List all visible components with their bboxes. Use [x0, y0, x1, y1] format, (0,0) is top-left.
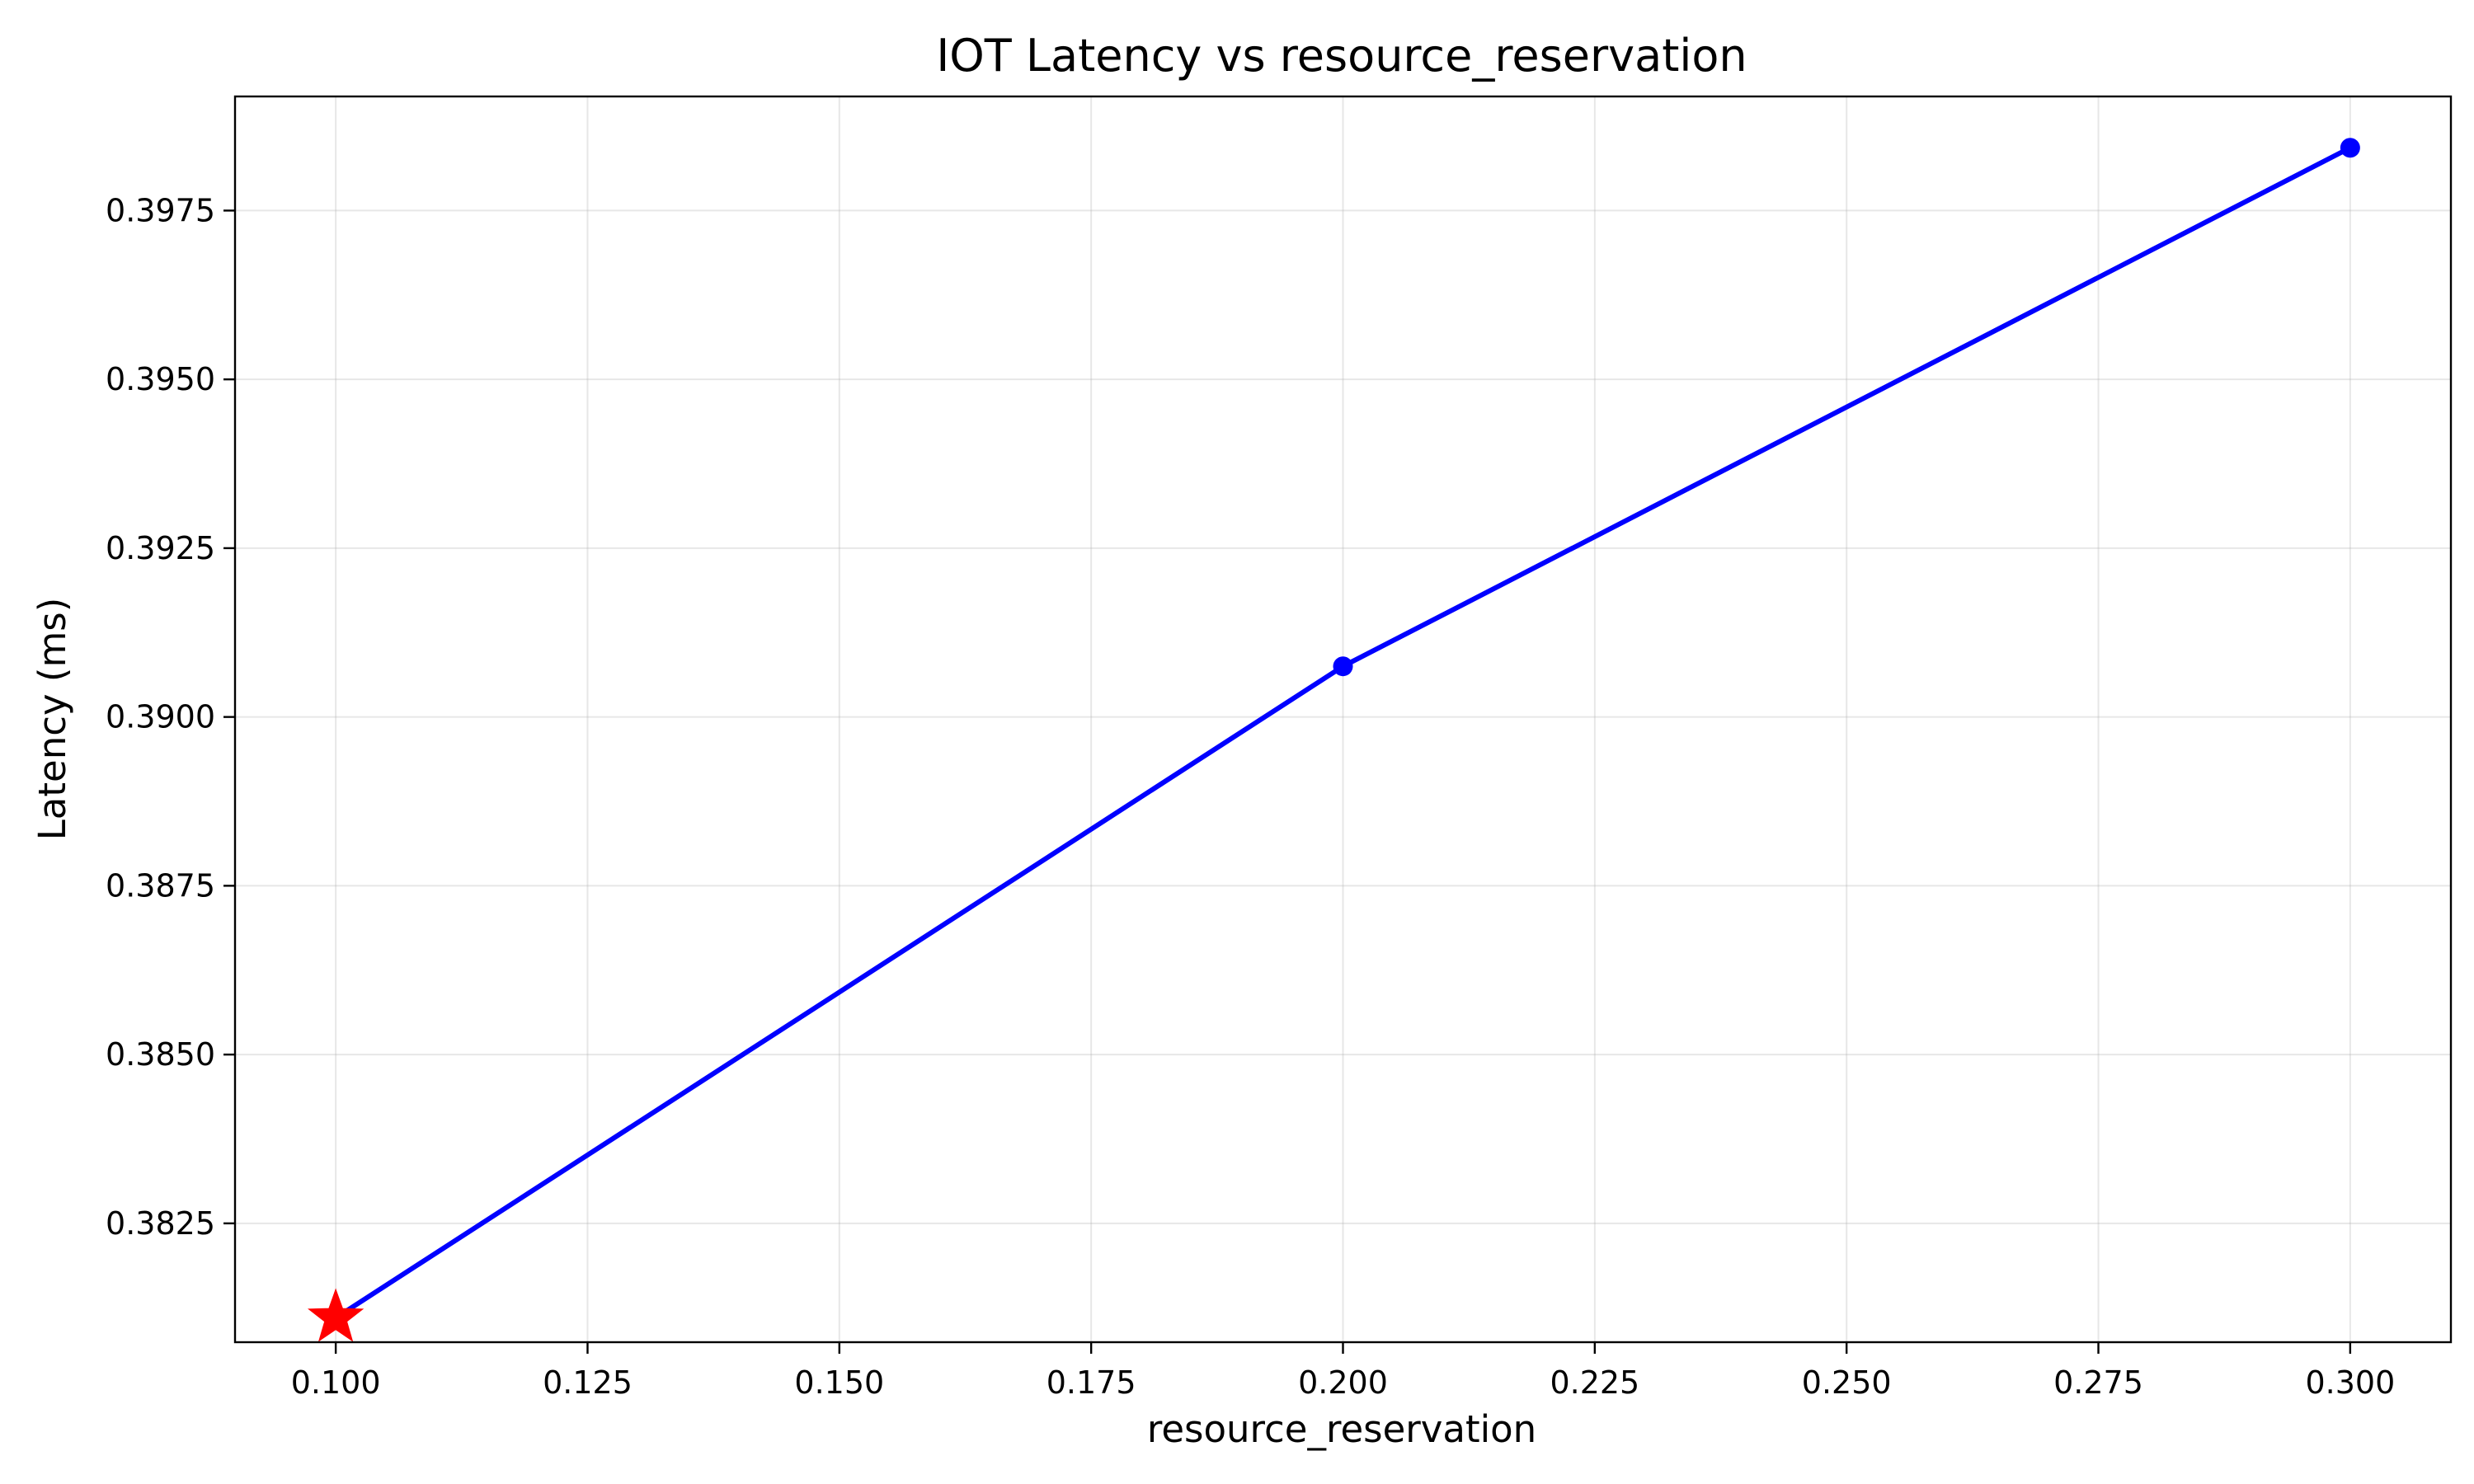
x-tick-label: 0.300	[2305, 1364, 2395, 1401]
x-axis-title: resource_reservation	[1147, 1407, 1536, 1451]
x-tick-label: 0.150	[794, 1364, 884, 1401]
data-point	[2340, 138, 2360, 158]
y-tick-label: 0.3950	[106, 361, 215, 397]
x-tick-label: 0.175	[1047, 1364, 1136, 1401]
x-tick-label: 0.125	[543, 1364, 633, 1401]
marker-layer	[307, 138, 2360, 1342]
y-tick-label: 0.3975	[106, 192, 215, 228]
y-tick-label: 0.3925	[106, 530, 215, 566]
axis-ticks: 0.100 0.125 0.150 0.175 0.200 0.225 0.250 0.275…	[106, 192, 2395, 1401]
y-tick-label: 0.3875	[106, 867, 215, 904]
grid-lines	[235, 96, 2451, 1342]
x-tick-label: 0.200	[1298, 1364, 1388, 1401]
x-tick-label: 0.275	[2053, 1364, 2143, 1401]
y-tick-label: 0.3825	[106, 1205, 215, 1242]
best-point-star	[307, 1288, 365, 1342]
y-axis-title: Latency (ms)	[31, 598, 74, 841]
data-point	[1333, 656, 1353, 677]
x-tick-label: 0.100	[291, 1364, 381, 1401]
y-tick-label: 0.3850	[106, 1036, 215, 1073]
y-tick-label: 0.3900	[106, 699, 215, 735]
chart-title: IOT Latency vs resource_reservation	[936, 30, 1747, 82]
x-tick-label: 0.225	[1550, 1364, 1639, 1401]
x-tick-label: 0.250	[1802, 1364, 1892, 1401]
